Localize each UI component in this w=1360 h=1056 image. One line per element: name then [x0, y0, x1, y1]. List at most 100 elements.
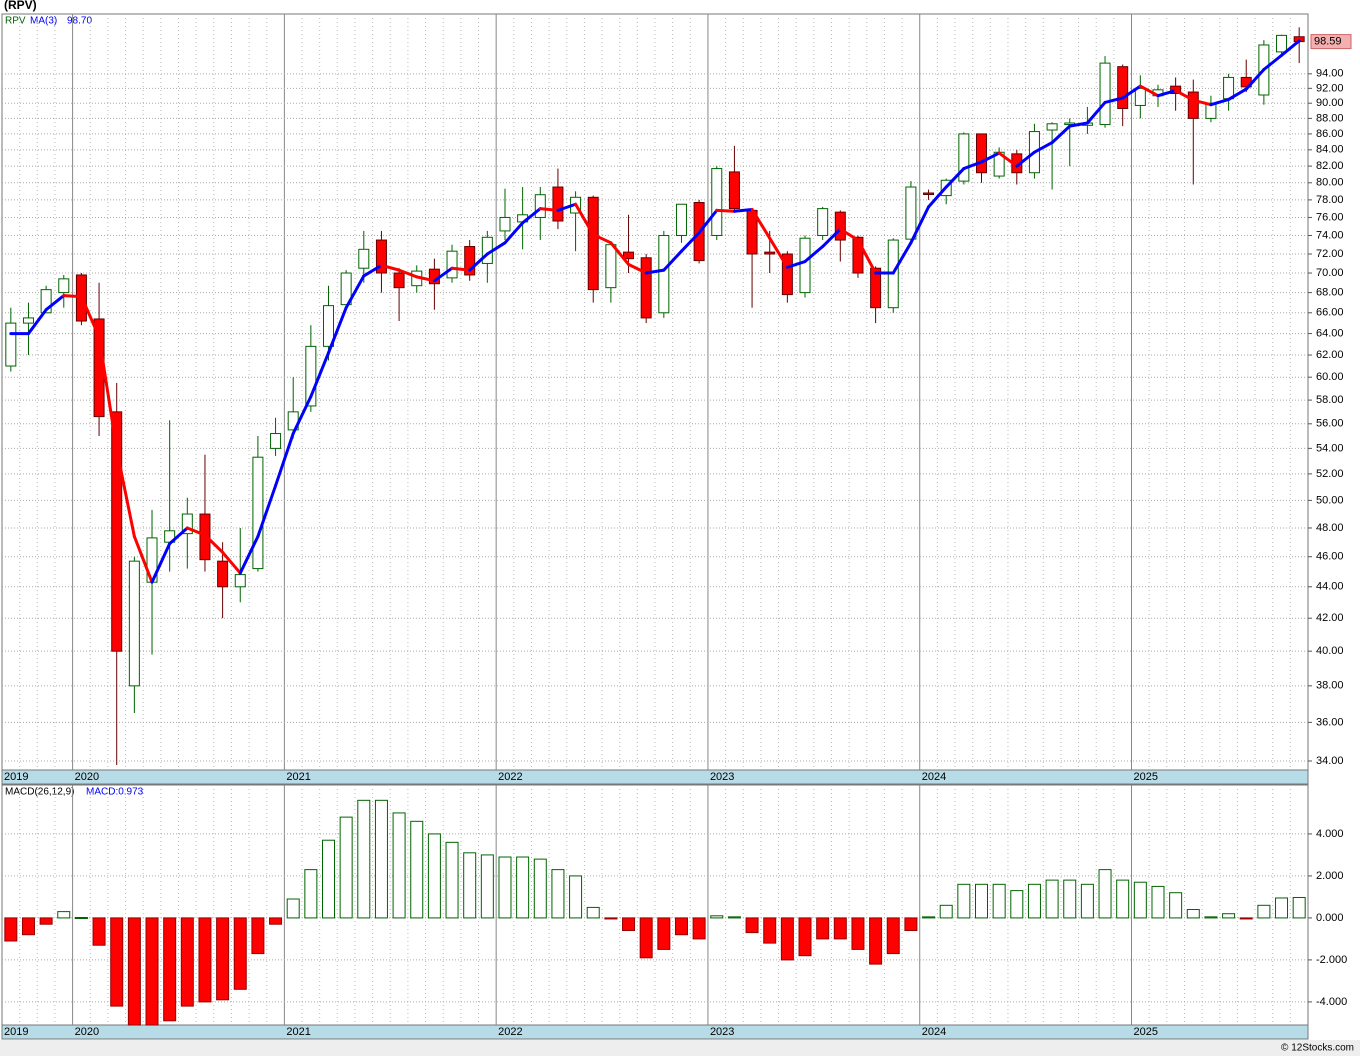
- ma-line-segment: [150, 542, 172, 584]
- y-tick-label: 48.00: [1316, 522, 1344, 534]
- ma-line-segment: [79, 295, 101, 339]
- ma-line-segment: [1227, 87, 1248, 101]
- ma-line-segment: [168, 526, 189, 546]
- ma-line-segment: [538, 207, 560, 212]
- y-tick-label: 34.00: [1316, 755, 1344, 767]
- macd-bar: [692, 917, 706, 940]
- y-tick-label: 86.00: [1316, 128, 1344, 140]
- y-tick-label: 40.00: [1316, 645, 1344, 657]
- y-tick-label: 2.000: [1316, 870, 1344, 882]
- ma-line-segment: [309, 351, 330, 399]
- candle-body: [111, 411, 123, 652]
- macd-bar: [569, 875, 583, 919]
- candle-body: [781, 253, 793, 296]
- ma-line-segment: [97, 335, 119, 452]
- y-tick-label: 44.00: [1316, 581, 1344, 593]
- ma-line-segment: [327, 306, 348, 355]
- macd-bar: [1169, 892, 1183, 919]
- macd-bar: [1098, 869, 1112, 919]
- candle-body: [675, 203, 687, 236]
- y-tick-label: 74.00: [1316, 229, 1344, 241]
- y-tick-label: 88.00: [1316, 112, 1344, 124]
- macd-bar: [357, 799, 371, 919]
- ma-line-segment: [1050, 124, 1072, 145]
- ma-line-segment: [891, 241, 913, 275]
- y-tick-label: 56.00: [1316, 418, 1344, 430]
- ma-line-segment: [185, 526, 207, 537]
- y-tick-label: 0.000: [1316, 912, 1344, 924]
- macd-bar: [498, 856, 512, 919]
- macd-bar: [833, 917, 847, 940]
- ma-line-segment: [591, 233, 613, 245]
- ma-line-segment: [432, 266, 454, 283]
- macd-bar: [445, 841, 459, 919]
- macd-bar: [639, 917, 653, 959]
- macd-bar: [904, 917, 918, 932]
- macd-bar: [480, 854, 494, 919]
- y-tick-label: 64.00: [1316, 327, 1344, 339]
- ma-line-segment: [856, 238, 878, 275]
- y-tick-label: 72.00: [1316, 248, 1344, 260]
- ma-line-segment: [574, 202, 595, 237]
- ma-line-segment: [397, 268, 419, 279]
- y-tick-label: 46.00: [1316, 551, 1344, 563]
- ma-line-segment: [1156, 89, 1178, 98]
- ma-line-segment: [132, 534, 154, 584]
- ma-line-segment: [768, 236, 789, 269]
- macd-bar: [1116, 879, 1130, 919]
- y-tick-label: 90.00: [1316, 97, 1344, 109]
- ma-line-segment: [750, 207, 772, 240]
- ma-line-segment: [468, 252, 489, 272]
- macd-bar: [1027, 883, 1041, 919]
- ma-line-segment: [803, 245, 825, 264]
- macd-bar: [939, 904, 953, 919]
- x-tick-label: 2023: [710, 1026, 734, 1038]
- macd-bar: [1133, 881, 1147, 919]
- candle-body: [711, 168, 723, 236]
- ma-line-segment: [627, 262, 648, 275]
- y-tick-label: 62.00: [1316, 349, 1344, 361]
- footer: © 12Stocks.com: [1281, 1043, 1354, 1054]
- ma-line-segment: [62, 294, 83, 299]
- candle-body: [623, 251, 635, 260]
- macd-bar: [816, 917, 830, 940]
- macd-bar: [622, 917, 636, 932]
- ma-line-segment: [1262, 53, 1284, 72]
- candle-body: [905, 186, 917, 240]
- candle-body: [181, 513, 193, 535]
- candle-body: [270, 433, 282, 449]
- ma-line-segment: [26, 308, 48, 336]
- candle-body: [5, 322, 17, 367]
- y-tick-label: 36.00: [1316, 716, 1344, 728]
- x-tick-label: 2019: [4, 1026, 28, 1038]
- y-tick-label: 54.00: [1316, 442, 1344, 454]
- macd-bar: [463, 852, 477, 919]
- ma-line-segment: [1280, 39, 1301, 57]
- ma-line-segment: [450, 266, 472, 272]
- x-tick-label: 2025: [1134, 771, 1158, 783]
- macd-bar: [198, 917, 212, 1003]
- ma-line-segment: [997, 151, 1019, 168]
- ma-line-segment: [521, 207, 542, 225]
- macd-bar: [851, 917, 865, 950]
- macd-bar: [992, 883, 1006, 919]
- footer-bar: [0, 1040, 1360, 1056]
- macd-bar: [410, 820, 424, 919]
- macd-bar: [251, 917, 265, 955]
- y-tick-label: 4.000: [1316, 828, 1344, 840]
- candle-body: [976, 133, 987, 174]
- y-tick-label: 68.00: [1316, 287, 1344, 299]
- candle-body: [1046, 123, 1058, 131]
- candle-body: [834, 211, 846, 241]
- macd-bar: [957, 883, 971, 919]
- ma-line-segment: [697, 208, 719, 235]
- macd-bar: [551, 869, 565, 919]
- macd-bar: [674, 917, 688, 936]
- macd-bar: [1045, 879, 1059, 919]
- ma-line-segment: [644, 268, 666, 275]
- ma-line-segment: [379, 263, 401, 272]
- macd-bar: [1010, 890, 1024, 919]
- macd-bar: [798, 917, 812, 957]
- price-year-strip: [1, 769, 1309, 785]
- candle-body: [640, 257, 652, 319]
